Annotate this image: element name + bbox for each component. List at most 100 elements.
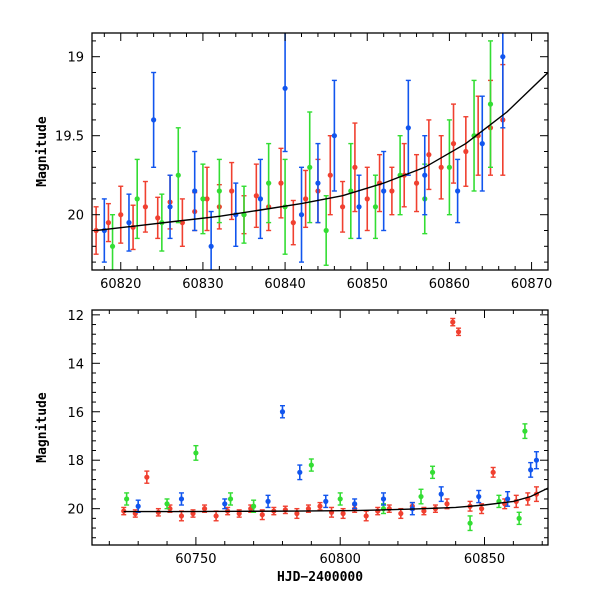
data-point: [297, 469, 303, 475]
data-point: [222, 501, 228, 507]
y-tick-label: 20: [67, 209, 84, 224]
data-point: [213, 513, 219, 519]
data-point: [323, 227, 329, 234]
data-point: [167, 204, 173, 210]
data-point: [142, 204, 149, 210]
data-point: [405, 125, 411, 131]
x-tick-label: 60870: [511, 277, 552, 292]
data-point: [533, 457, 540, 463]
data-point: [490, 469, 496, 475]
x-tick-label: 60850: [464, 552, 505, 567]
data-point: [398, 510, 404, 517]
data-point: [164, 501, 170, 507]
series-green: [124, 423, 528, 532]
data-point: [438, 491, 444, 497]
data-point: [413, 180, 420, 186]
data-point: [487, 101, 494, 107]
y-tick-label: 19.5: [55, 130, 84, 145]
data-point: [429, 469, 436, 475]
data-point: [455, 329, 462, 335]
data-point: [476, 493, 482, 500]
top-panel: 60820 60830 60840 60850 60860 60870 19 19.5 20 Ma…: [35, 32, 552, 292]
data-point: [175, 172, 181, 178]
data-point: [389, 188, 395, 194]
data-point: [305, 506, 312, 512]
data-point: [290, 220, 296, 226]
data-point: [204, 196, 210, 202]
data-point: [251, 503, 257, 509]
data-point: [446, 164, 453, 170]
data-point: [126, 220, 132, 226]
y-axis-title: Magnitude: [35, 116, 50, 187]
x-tick-label: 60750: [175, 552, 216, 567]
data-point: [363, 513, 369, 519]
data-point: [193, 450, 199, 456]
data-point: [331, 133, 337, 139]
data-point: [307, 164, 313, 170]
series-red: [93, 63, 506, 255]
data-point: [352, 164, 358, 170]
data-point: [265, 498, 271, 504]
data-point: [479, 141, 485, 147]
data-point: [327, 172, 333, 178]
data-point: [356, 204, 362, 210]
data-point: [444, 501, 450, 507]
data-point: [426, 152, 432, 158]
data-point: [467, 520, 473, 526]
data-point: [178, 496, 185, 502]
data-point: [257, 196, 264, 202]
data-point: [479, 506, 485, 512]
data-point: [266, 180, 272, 186]
data-point: [118, 212, 124, 218]
data-point: [418, 493, 424, 500]
data-point: [339, 204, 346, 210]
data-point: [294, 510, 300, 517]
data-point: [421, 508, 427, 514]
data-point: [317, 503, 323, 509]
data-point: [201, 506, 208, 512]
data-point: [144, 474, 150, 480]
series-blue: [135, 404, 540, 516]
plot-area: [121, 317, 548, 532]
plot-frame: [91, 309, 549, 546]
fit-curve: [96, 71, 548, 232]
data-point: [450, 319, 456, 325]
data-point: [151, 117, 157, 123]
y-axis-title: Magnitude: [35, 392, 50, 463]
y-tick-label: 14: [67, 357, 84, 372]
data-point: [528, 467, 534, 473]
data-point: [522, 428, 528, 434]
data-point: [380, 496, 387, 502]
x-axis-title: HJD−2400000: [277, 570, 363, 585]
data-point: [504, 496, 511, 502]
bottom-panel: 60750 60800 60850 12 14 16 18 20 Magnitude HJD−24…: [35, 309, 549, 585]
data-point: [500, 54, 506, 60]
y-tick-label: 12: [67, 309, 84, 324]
data-point: [167, 506, 173, 512]
x-tick-label: 60850: [347, 277, 388, 292]
plot-frame: [91, 32, 549, 271]
data-point: [278, 180, 284, 186]
data-point: [105, 220, 112, 226]
y-tick-label: 20: [67, 503, 84, 518]
data-point: [337, 496, 343, 502]
y-tick-label: 19: [67, 51, 84, 66]
data-point: [422, 172, 428, 178]
data-point: [298, 212, 305, 218]
data-point: [386, 506, 392, 512]
data-point: [381, 188, 387, 194]
x-tick-label: 60840: [264, 277, 305, 292]
data-point: [516, 515, 522, 521]
data-point: [352, 501, 358, 507]
data-point: [135, 503, 141, 509]
plot-area: [93, 33, 548, 270]
x-tick-label: 60860: [429, 277, 470, 292]
data-point: [315, 180, 321, 186]
data-point: [279, 409, 286, 415]
x-tick-label: 60830: [182, 277, 223, 292]
data-point: [208, 243, 214, 249]
data-point: [216, 188, 222, 194]
data-point: [455, 188, 461, 194]
x-tick-label: 60800: [320, 552, 361, 567]
